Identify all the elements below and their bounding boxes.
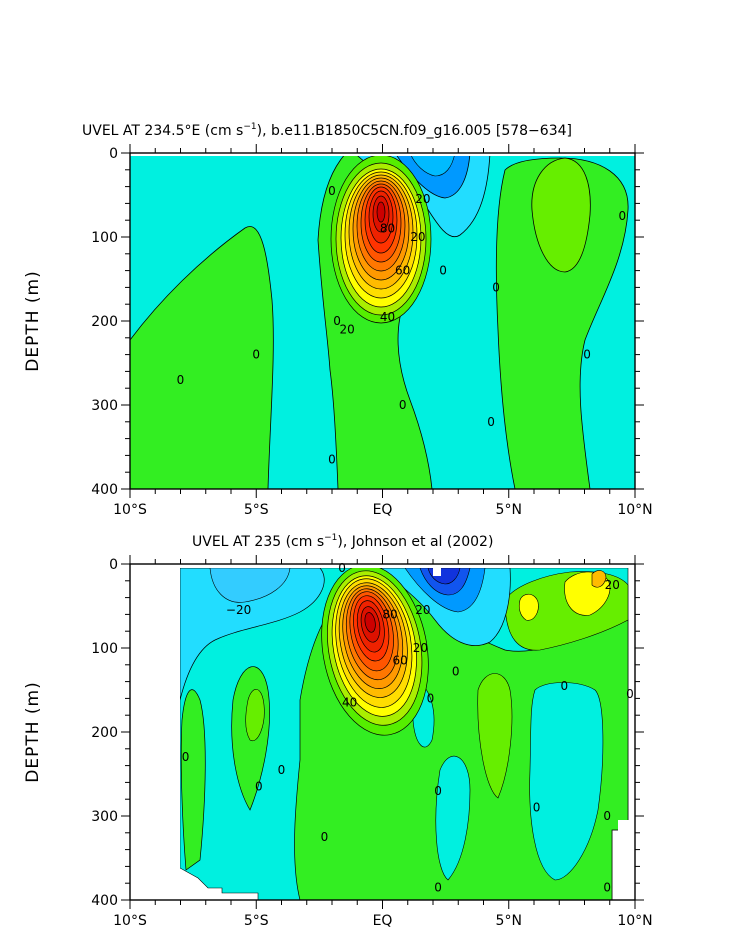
bottom-panel: UVEL AT 235 (cm s−1), Johnson et al (200… [23, 533, 653, 929]
top-contour-label: 0 [619, 209, 627, 223]
top-northeast-green-region [495, 157, 629, 489]
top-x-tick-label: 10°N [617, 502, 652, 518]
bottom-y-tick-label: 300 [91, 809, 118, 825]
bottom-contour-label: 0 [533, 801, 541, 815]
bottom-contour-label: 0 [452, 665, 460, 679]
top-contour-label: 20 [410, 230, 425, 244]
bottom-x-tick-label: 10°N [617, 913, 652, 929]
top-surface-westward-inner [409, 153, 456, 177]
top-panel-title: UVEL AT 234.5°E (cm s−1), b.e11.B1850C5C… [82, 122, 572, 139]
top-y-tick-label: 200 [91, 314, 118, 330]
top-northeast-lime-blob [531, 157, 591, 273]
bottom-west-negative-region [179, 567, 325, 701]
bottom-contour-label: 0 [434, 880, 442, 894]
bottom-x-tick-label: EQ [373, 913, 393, 929]
top-y-tick-label: 0 [109, 146, 118, 162]
top-y-tick-label: 100 [91, 230, 118, 246]
top-contour-fills [130, 153, 635, 489]
bottom-y-tick-label: 200 [91, 725, 118, 741]
top-southwest-green-region [130, 226, 274, 489]
top-y-tick-label: 400 [91, 482, 118, 498]
top-jet-core [330, 154, 432, 324]
bottom-panel-title: UVEL AT 235 (cm s−1), Johnson et al (200… [192, 533, 493, 550]
bottom-y-tick-label: 400 [91, 893, 118, 909]
bottom-missing-data-top-edge [130, 564, 635, 568]
bottom-missing-data-notch-surface [433, 568, 441, 576]
top-x-tick-label: 10°S [113, 502, 147, 518]
top-contour-label: 20 [415, 192, 430, 206]
top-contour-label: 0 [333, 314, 341, 328]
bottom-x-tick-label: 10°S [113, 913, 147, 929]
bottom-northeast-orange-core [591, 570, 607, 588]
bottom-west-green-column-a [180, 689, 206, 871]
bottom-contour-label: 0 [626, 687, 634, 701]
top-contour-label: 0 [177, 373, 185, 387]
top-y-axis-label: DEPTH (m) [23, 270, 43, 371]
bottom-west-negative-core [209, 567, 291, 603]
top-contour-label: 80 [380, 222, 395, 236]
bottom-east-cyan-intrusion [529, 682, 604, 881]
bottom-east-yellow-patch [518, 593, 539, 621]
bottom-contour-label: 0 [603, 880, 611, 894]
bottom-contour-label: 0 [255, 780, 263, 794]
bottom-contour-label: 20 [413, 641, 428, 655]
bottom-contour-label: 60 [393, 654, 408, 668]
bottom-y-tick-label: 100 [91, 641, 118, 657]
bottom-missing-data-east-edge [629, 564, 635, 900]
bottom-contour-label: −20 [226, 603, 251, 617]
top-y-tick-label: 300 [91, 398, 118, 414]
top-panel: UVEL AT 234.5°E (cm s−1), b.e11.B1850C5C… [23, 122, 653, 518]
top-contour-label: 20 [340, 322, 355, 336]
top-contour-label: 0 [252, 348, 260, 362]
bottom-west-lime-patch [245, 689, 265, 742]
bottom-missing-data-west-edge [130, 564, 180, 900]
bottom-contour-label: 40 [342, 696, 357, 710]
bottom-contour-label: 0 [427, 691, 435, 705]
bottom-contour-label: 20 [605, 578, 620, 592]
top-contour-label: 0 [399, 398, 407, 412]
top-x-tick-label: EQ [373, 502, 393, 518]
top-contour-label: 0 [328, 453, 336, 467]
bottom-x-tick-label: 5°S [244, 913, 269, 929]
bottom-contour-labels: −20 0 20 80 60 40 20 0 0 0 0 0 0 0 0 0 0 0 0 0 20 [182, 561, 634, 894]
top-contour-label: 0 [583, 348, 591, 362]
top-contour-label: 0 [439, 264, 447, 278]
bottom-mid-cyan-intrusion [435, 755, 471, 881]
bottom-contour-label: 0 [321, 830, 329, 844]
bottom-contour-label: 0 [182, 750, 190, 764]
top-contour-label: 60 [395, 264, 410, 278]
bottom-contour-label: 0 [434, 784, 442, 798]
bottom-contour-label: 20 [415, 603, 430, 617]
bottom-contour-fills [130, 564, 635, 900]
top-contour-label: 40 [380, 310, 395, 324]
bottom-contour-label: 80 [382, 607, 397, 621]
bottom-contour-label: 0 [560, 679, 568, 693]
top-x-tick-label: 5°N [496, 502, 522, 518]
bottom-east-lime-column [477, 673, 513, 799]
bottom-y-axis-label: DEPTH (m) [23, 681, 43, 782]
top-missing-data-strip [130, 153, 635, 156]
bottom-y-tick-label: 0 [109, 557, 118, 573]
bottom-x-tick-label: 5°N [496, 913, 522, 929]
bottom-contour-label: 0 [603, 809, 611, 823]
bottom-contour-label: 0 [278, 763, 286, 777]
bottom-contour-label: 0 [338, 561, 346, 575]
top-x-tick-label: 5°S [244, 502, 269, 518]
top-contour-label: 0 [492, 280, 500, 294]
top-contour-label: 0 [328, 184, 336, 198]
top-contour-label: 0 [487, 415, 495, 429]
bottom-jet-core [321, 564, 429, 736]
